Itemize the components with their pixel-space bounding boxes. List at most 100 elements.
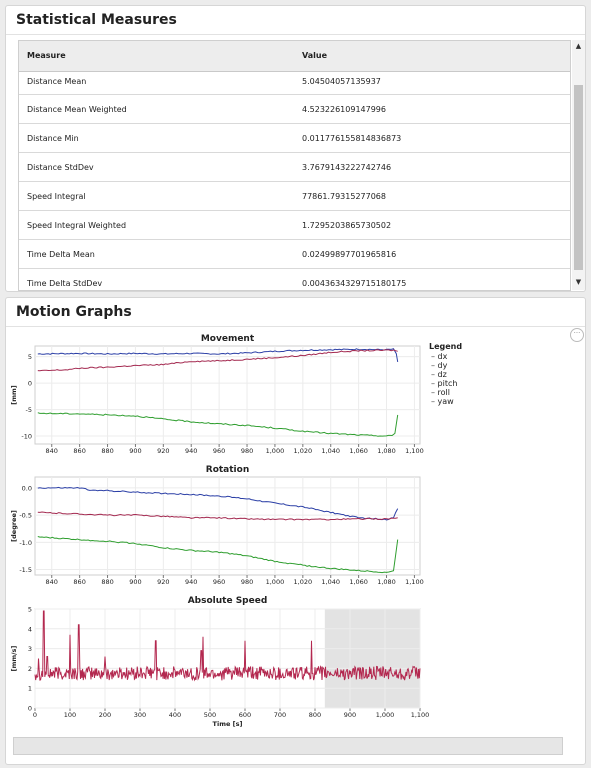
panel-divider (6, 34, 585, 35)
x-tick-label: 900 (129, 447, 141, 455)
x-tick-label: 860 (73, 578, 85, 586)
legend-item-yaw[interactable]: – yaw (429, 397, 462, 406)
x-tick-label: 1,040 (321, 447, 340, 455)
x-tick-label: 600 (239, 711, 251, 719)
y-tick-label: 0.0 (22, 484, 32, 492)
x-tick-label: 1,080 (377, 447, 396, 455)
x-tick-label: 880 (101, 447, 113, 455)
measure-cell: Distance Mean Weighted (27, 105, 127, 114)
x-tick-label: 1,100 (405, 447, 424, 455)
x-axis-label: Time [s] (213, 720, 243, 728)
x-tick-label: 940 (185, 578, 197, 586)
table-row[interactable]: Time Delta Mean 0.02499897701965816 (19, 240, 570, 269)
x-tick-label: 840 (46, 578, 58, 586)
x-tick-label: 1,020 (294, 447, 313, 455)
plot-frame (34, 476, 421, 576)
horizontal-scrollbar[interactable] (13, 737, 563, 755)
y-tick-label: 5 (28, 606, 32, 614)
table-row[interactable]: Distance Min 0.011776155814836873 (19, 124, 570, 153)
chart-legend: Legend – dx – dy – dz – pitch – roll – yaw (429, 342, 462, 406)
y-tick-label: 1 (28, 685, 32, 693)
x-tick-label: 1,060 (349, 578, 368, 586)
legend-dash-icon: – (431, 379, 438, 388)
series-line-pitch (37, 486, 399, 521)
x-tick-label: 1,000 (266, 578, 285, 586)
measure-cell: Speed Integral Weighted (27, 221, 127, 230)
x-tick-label: 880 (101, 578, 113, 586)
legend-dash-icon: – (431, 352, 438, 361)
legend-item-dy[interactable]: – dy (429, 361, 462, 370)
column-header-measure[interactable]: Measure (27, 51, 66, 60)
value-cell: 0.004363432971518017​5 (302, 279, 407, 288)
measure-cell: Time Delta StdDev (27, 279, 103, 288)
y-axis-label: [degree] (10, 510, 18, 542)
scroll-up-arrow-icon[interactable]: ▲ (575, 42, 582, 50)
table-row[interactable]: Time Delta StdDev 0.004363432971518017​5 (19, 269, 570, 290)
x-tick-label: 900 (129, 578, 141, 586)
y-tick-label: -10 (21, 433, 32, 441)
x-tick-label: 1,060 (349, 447, 368, 455)
value-cell: 4.523226109147996 (302, 105, 386, 114)
selection-region (324, 609, 420, 708)
legend-item-roll[interactable]: – roll (429, 388, 462, 397)
x-tick-label: 1,020 (294, 578, 313, 586)
column-header-value[interactable]: Value (302, 51, 328, 60)
legend-label: dx (437, 352, 448, 361)
scroll-thumb[interactable] (574, 85, 583, 270)
series-line-dy (37, 349, 398, 372)
legend-item-pitch[interactable]: – pitch (429, 379, 462, 388)
legend-title: Legend (429, 342, 463, 351)
legend-item-dx[interactable]: – dx (429, 352, 462, 361)
value-cell: 0.02499897701965816 (302, 250, 397, 259)
legend-item-dz[interactable]: – dz (429, 370, 462, 379)
stats-table[interactable]: Distance Mean 5.04504057135937 Distance Me… (18, 40, 571, 291)
y-tick-label: 4 (28, 625, 32, 633)
panel-divider (6, 326, 585, 327)
x-tick-label: 980 (241, 447, 253, 455)
legend-dash-icon: – (431, 397, 438, 406)
x-tick-label: 940 (185, 447, 197, 455)
x-tick-label: 200 (99, 711, 111, 719)
table-scrollbar[interactable]: ▲ ▼ (572, 40, 585, 290)
measure-cell: Distance Min (27, 134, 79, 143)
scroll-down-arrow-icon[interactable]: ▼ (575, 278, 582, 286)
x-tick-label: 100 (64, 711, 76, 719)
x-tick-label: 840 (46, 447, 58, 455)
y-axis-label: [mm] (10, 385, 18, 405)
legend-dash-icon: – (431, 361, 438, 370)
x-tick-label: 400 (169, 711, 181, 719)
table-row[interactable]: Distance Mean Weighted 4.523226109147996 (19, 95, 570, 124)
x-tick-label: 960 (213, 578, 225, 586)
x-tick-label: 1,080 (377, 578, 396, 586)
x-tick-label: 1,100 (405, 578, 424, 586)
y-tick-label: -1.5 (19, 566, 32, 574)
more-options-button[interactable]: ··· (570, 328, 584, 342)
chart-title: Rotation (206, 465, 249, 475)
x-tick-label: 920 (157, 578, 169, 586)
series-line (34, 610, 421, 682)
table-row[interactable]: Speed Integral 77861.79315277068 (19, 182, 570, 211)
series-line-dx (37, 348, 399, 362)
x-tick-label: 0 (33, 711, 37, 719)
series-line-yaw (37, 536, 399, 574)
plot-frame (34, 345, 421, 445)
legend-label: dy (437, 361, 448, 370)
measure-cell: Speed Integral (27, 192, 86, 201)
value-cell: 3.7679143222742746 (302, 163, 392, 172)
value-cell: 5.04504057135937 (302, 77, 381, 86)
value-cell: 1.7295203865730502 (302, 221, 392, 230)
x-tick-label: 500 (204, 711, 216, 719)
y-tick-label: 0 (28, 380, 32, 388)
table-row[interactable]: Speed Integral Weighted 1.729520386573050… (19, 211, 570, 240)
table-row[interactable]: Distance StdDev 3.7679143222742746 (19, 153, 570, 182)
x-tick-label: 300 (134, 711, 146, 719)
motion-graphs-title: Motion Graphs (16, 304, 132, 320)
measure-cell: Distance Mean (27, 77, 87, 86)
x-tick-label: 700 (274, 711, 286, 719)
x-tick-label: 1,040 (321, 578, 340, 586)
x-tick-label: 980 (241, 578, 253, 586)
legend-dash-icon: – (431, 388, 438, 397)
statistical-measures-panel: Statistical Measures Distance Mean 5.0450… (5, 5, 586, 292)
x-tick-label: 1,000 (376, 711, 395, 719)
